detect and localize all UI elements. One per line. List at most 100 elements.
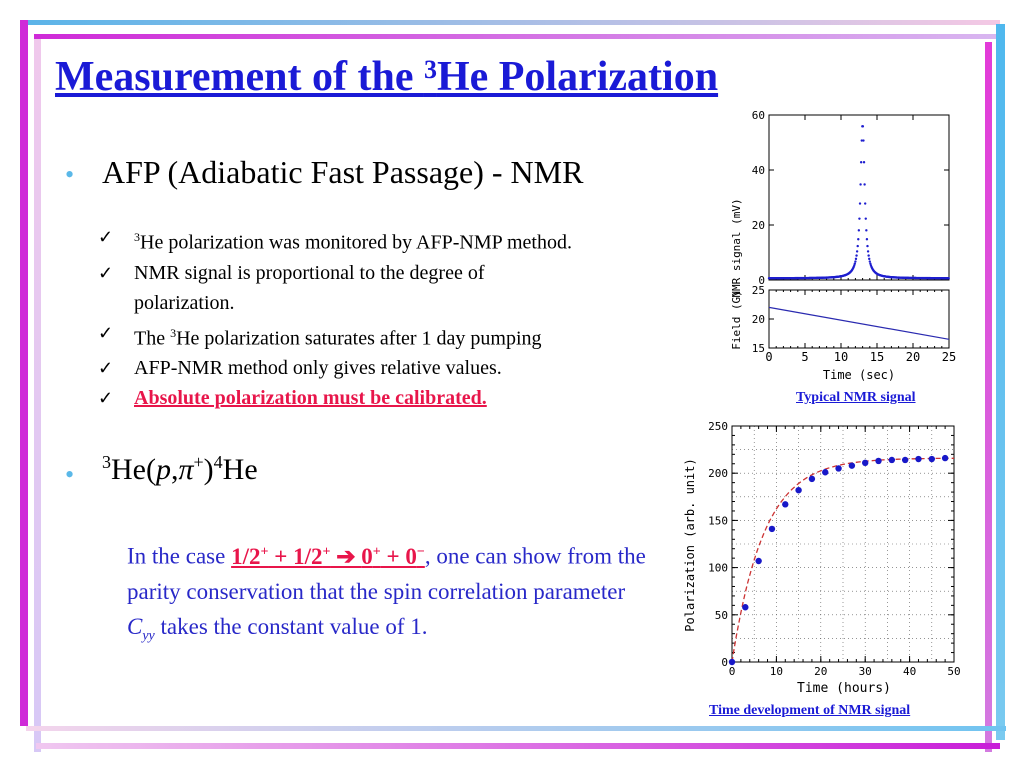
nmr-signal-point [855,250,859,253]
pol-data-point [915,455,922,463]
pol-data-point [782,501,789,508]
pol-xlabel: Time (hours) [797,681,891,696]
nmr-signal-point [947,277,950,280]
nmr-signal-point [855,254,858,257]
nmr-signal-point [864,217,867,220]
pol-data-point [728,658,736,666]
frame-bar-top-magenta [34,34,996,39]
nmr-signal-point [867,254,870,257]
nmr-signal-point [854,260,857,263]
pol-xtick-label: 20 [814,665,827,678]
nmr-signal-point [861,125,865,128]
check-item: ✓ AFP-NMR method only gives relative valu… [98,353,698,383]
nmr-signal-point [857,229,861,232]
nmr-xtick-label: 10 [834,350,848,364]
nmr-xtick-label: 0 [765,350,772,364]
checkmark-icon: ✓ [98,322,114,343]
nmr-ytick-label: 40 [752,164,765,177]
pol-data-point [928,455,935,463]
pol-data-point [835,465,842,472]
nmr-signal-point [862,161,866,164]
check-item: ✓ 3He polarization was monitored by AFP-N… [98,222,698,258]
bullet-dot: • [65,160,75,189]
pol-data-point [901,456,909,464]
pol-data-point [822,469,829,476]
pol-ytick-label: 100 [708,562,728,575]
pol-fit-curve [731,457,954,663]
pol-xtick-label: 50 [947,665,960,678]
nmr-ylabel-bottom: Field (G) [730,290,743,350]
frame-bar-right-blue [996,24,1005,740]
nmr-signal-point [853,262,857,265]
bullet-reaction: 3He(p,π+)4He [102,452,258,486]
nmr-field-line [768,306,950,340]
nmr-ytick-label: 20 [752,219,765,232]
bullet-dot: • [65,460,75,489]
check-item: ✓ NMR signal is proportional to the degre… [98,258,698,318]
parity-paragraph: In the case 1/2+ + 1/2+ ➔ 0+ + 0−, one c… [127,543,646,644]
pol-ytick-label: 50 [715,609,728,622]
frame-bar-bottom-blue [26,726,1006,731]
pol-data-point [888,456,896,464]
nmr-xtick-label: 25 [942,350,956,364]
pol-xtick-label: 30 [859,665,872,678]
polarization-caption: Time development of NMR signal [709,703,911,718]
check-item: ✓ The 3He polarization saturates after 1 … [98,318,698,354]
frame-bar-top [20,20,1000,25]
nmr-signal-point [863,202,867,205]
checkmark-icon: ✓ [98,262,114,283]
nmr-signal-point [868,260,871,263]
nmr-field-ytick-label: 15 [752,342,765,355]
nmr-signal-point [866,244,869,248]
nmr-caption: Typical NMR signal [796,390,916,405]
nmr-ytick-label: 60 [752,109,765,122]
nmr-field-ytick-label: 25 [752,284,765,297]
nmr-signal-point [865,229,868,232]
pol-data-point [755,557,762,565]
calibration-warning: Absolute polarization must be calibrated… [134,387,487,410]
pol-data-point [875,457,882,465]
polarization-chart: 0 10 20 30 40 50 0 50 100 150 200 250 Polarization … [683,420,961,696]
frame-bar-bottom-magenta [36,743,1000,749]
reaction-formula: 1/2+ + 1/2+ ➔ 0+ + 0− [231,543,425,569]
pol-data-point [848,462,856,469]
pol-xtick-label: 40 [903,665,916,678]
frame-bar-left-magenta [20,20,28,726]
nmr-ytick-label: 0 [758,274,765,287]
nmr-bottom-frame [768,289,950,349]
frame-bar-right-magenta [985,42,992,752]
nmr-signal-point [857,238,860,241]
nmr-ylabel-top: NMR signal (mV) [730,198,743,297]
nmr-signal-point [863,183,866,186]
nmr-xlabel: Time (sec) [823,368,895,382]
nmr-signal-point [865,238,869,241]
nmr-signal-point [866,250,870,253]
nmr-signal-point [859,183,862,186]
nmr-signal-point [858,202,862,205]
nmr-signal-point [868,257,871,261]
checkmark-icon: ✓ [98,227,114,247]
pol-ylabel: Polarization (arb. unit) [683,458,697,631]
nmr-signal-point [858,217,861,220]
pol-ytick-label: 0 [721,656,728,669]
pol-ytick-label: 150 [708,514,728,527]
frame-bar-left-light [34,34,41,752]
nmr-signal-point [856,244,859,248]
check-item: ✓ Absolute polarization must be calibrate… [98,383,698,413]
nmr-field-ytick-label: 20 [752,313,765,326]
pol-data-point [742,604,749,611]
pol-data-point [808,475,816,483]
nmr-signal-point [854,257,858,261]
nmr-xtick-label: 5 [801,350,808,364]
nmr-signal-point [862,139,865,142]
pol-ytick-label: 200 [708,467,728,480]
pol-data-point [862,459,869,467]
page-title: Measurement of the 3He Polarization [55,54,719,100]
pol-data-point [768,525,776,533]
checkmark-icon: ✓ [98,388,114,409]
pol-data-point [795,486,802,494]
pol-xtick-label: 10 [770,665,783,678]
checklist: ✓ 3He polarization was monitored by AFP-N… [98,222,698,413]
nmr-signal-point [859,161,863,164]
